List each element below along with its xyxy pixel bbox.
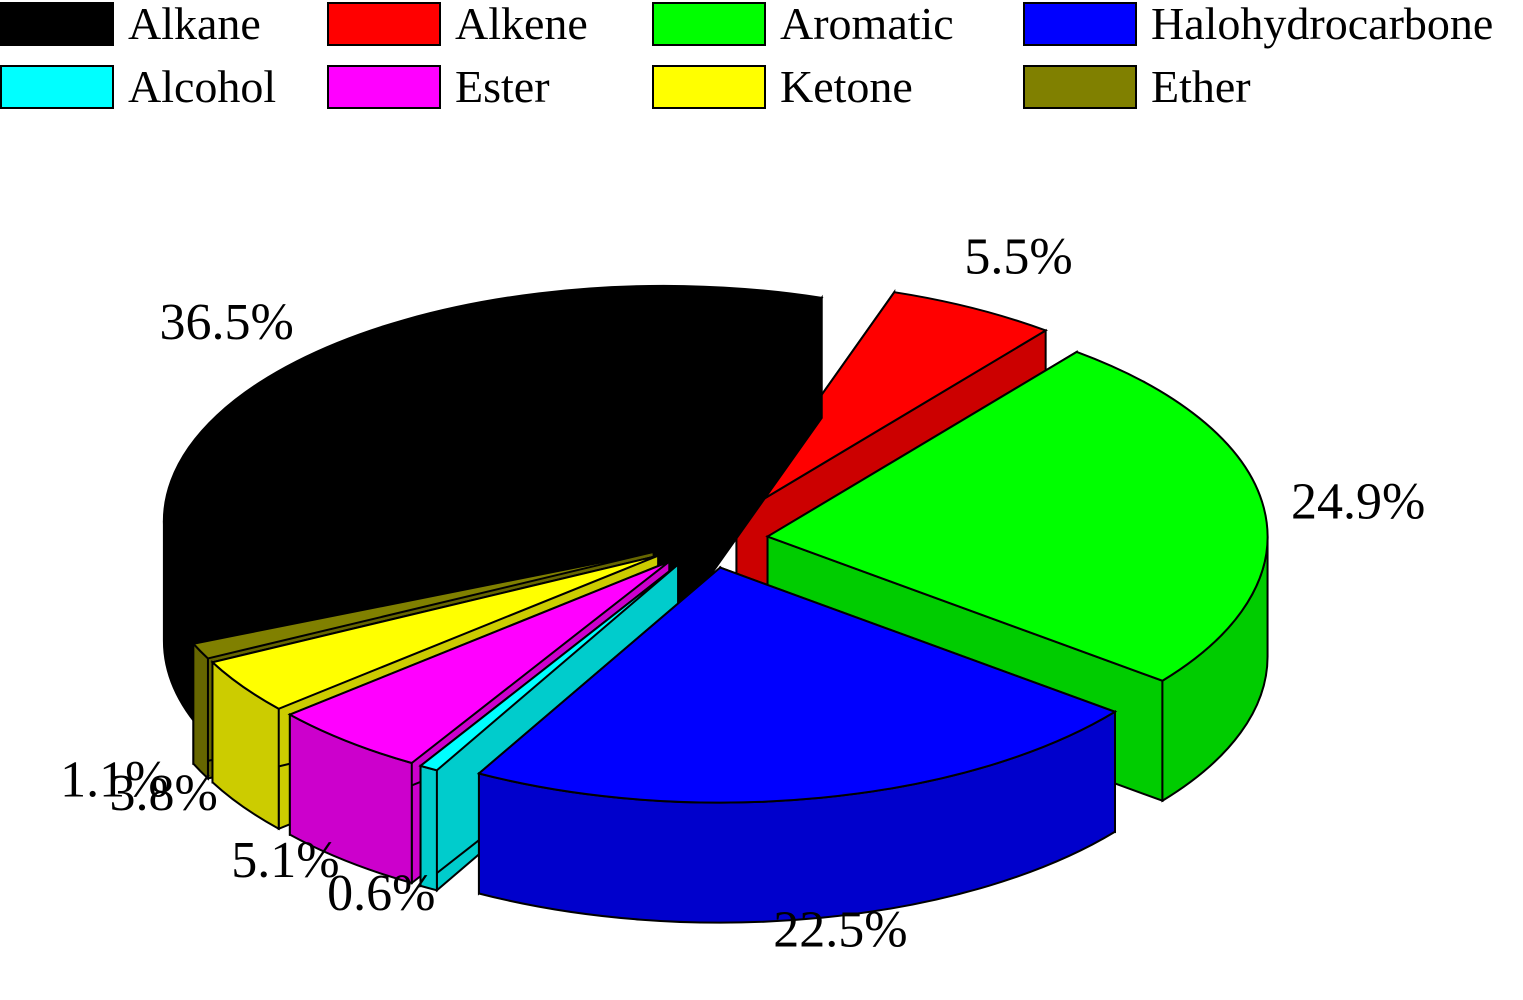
slice-top-alcohol (418, 563, 679, 772)
legend-label-aromatic: Aromatic (780, 0, 954, 49)
value-label-alkane: 36.5% (159, 294, 293, 351)
slice-top-halohydrocarbone (476, 566, 1118, 804)
legend-swatch-alkene (327, 2, 441, 46)
legend-item-alkane: Alkane (0, 0, 261, 49)
slice-top-ether (191, 550, 654, 660)
pie-slices (162, 284, 1269, 924)
legend-swatch-aromatic (652, 2, 766, 46)
legend-item-alcohol: Alcohol (0, 61, 276, 112)
value-label-alkene: 5.5% (964, 228, 1072, 285)
value-label-alcohol: 0.6% (327, 865, 435, 922)
legend-item-halohydrocarbone: Halohydrocarbone (1023, 0, 1493, 49)
slice-halohydrocarbone (476, 565, 1118, 924)
legend-item-ketone: Ketone (652, 61, 913, 112)
legend: Alkane Alkene Aromatic Halohydrocarbone Alco… (0, 0, 1493, 112)
legend-label-alkene: Alkene (455, 0, 588, 49)
legend-item-ester: Ester (327, 61, 550, 112)
legend-item-alkene: Alkene (327, 0, 588, 49)
legend-label-ether: Ether (1151, 61, 1251, 112)
slice-top-ester (287, 560, 670, 765)
value-label-aromatic: 24.9% (1291, 474, 1425, 531)
slice-top-alkane (162, 284, 824, 614)
legend-label-alcohol: Alcohol (128, 61, 276, 112)
slice-top-alkene (735, 291, 1048, 517)
value-labels: 36.5% 5.5% 24.9% 22.5% 0.6%5.1%3.8%1.1% (60, 228, 1425, 958)
legend-label-ester: Ester (455, 61, 550, 112)
value-label-ketone: 3.8% (110, 765, 218, 822)
legend-swatch-ether (1023, 65, 1137, 109)
legend-label-ketone: Ketone (780, 61, 913, 112)
legend-swatch-alkane (0, 2, 114, 46)
legend-swatch-ester (327, 65, 441, 109)
legend-swatch-ketone (652, 65, 766, 109)
value-label-ether: 1.1% (60, 751, 168, 808)
slice-top-aromatic (765, 350, 1269, 682)
slice-top-ketone (210, 554, 659, 710)
legend-swatch-alcohol (0, 65, 114, 109)
legend-item-aromatic: Aromatic (652, 0, 954, 49)
legend-label-alkane: Alkane (128, 0, 261, 49)
legend-swatch-halohydrocarbone (1023, 2, 1137, 46)
legend-item-ether: Ether (1023, 61, 1251, 112)
value-label-halohydrocarbone: 22.5% (773, 902, 907, 959)
value-label-ester: 5.1% (231, 832, 339, 889)
slice-rim-ether-1 (192, 641, 209, 781)
legend-label-halohydrocarbone: Halohydrocarbone (1151, 0, 1493, 49)
